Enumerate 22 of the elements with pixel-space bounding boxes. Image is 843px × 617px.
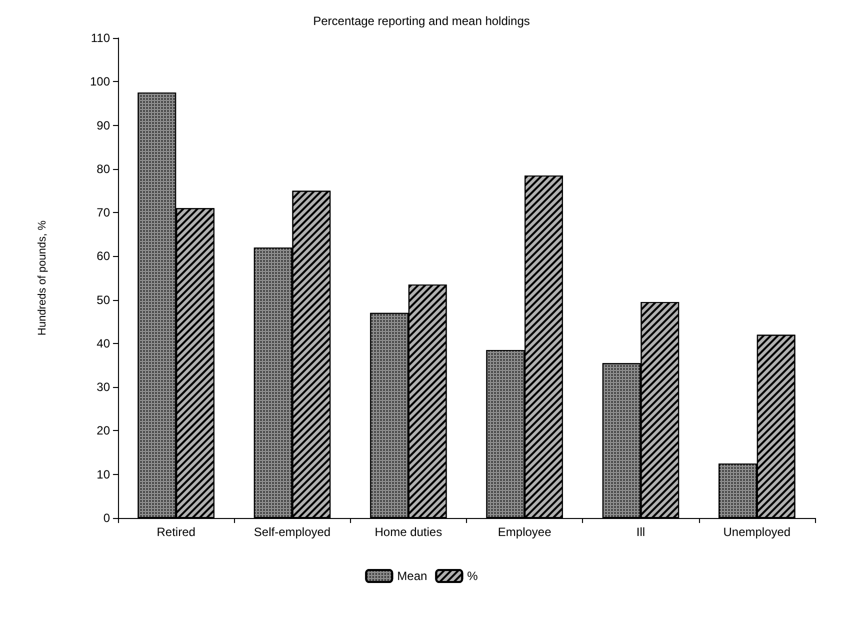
y-tick-label: 50 — [96, 292, 110, 307]
legend-label: % — [467, 569, 478, 583]
y-tick-label: 30 — [96, 380, 110, 394]
legend-label: Mean — [397, 569, 428, 583]
y-axis-title: Hundreds of pounds, % — [36, 220, 48, 336]
y-tick-label: 70 — [96, 206, 110, 220]
x-tick-label: Employee — [498, 525, 552, 539]
y-tick-label: 110 — [90, 31, 110, 45]
y-tick-label: 20 — [96, 424, 110, 438]
y-tick-label: 0 — [103, 511, 110, 525]
y-tick-label: 10 — [96, 467, 110, 482]
x-tick-label: Ill — [636, 525, 646, 539]
x-tick-label: Retired — [156, 525, 196, 539]
x-tick-label: Home duties — [374, 525, 442, 539]
y-tick-label: 60 — [96, 249, 110, 264]
y-tick-label: 40 — [96, 336, 110, 350]
x-tick-label: Self-employed — [254, 525, 331, 539]
chart-title: Percentage reporting and mean holdings — [313, 14, 530, 28]
x-tick-label: Unemployed — [723, 525, 791, 539]
y-tick-label: 90 — [96, 118, 110, 132]
y-tick-label: 100 — [90, 74, 110, 89]
y-tick-label: 80 — [96, 162, 110, 176]
